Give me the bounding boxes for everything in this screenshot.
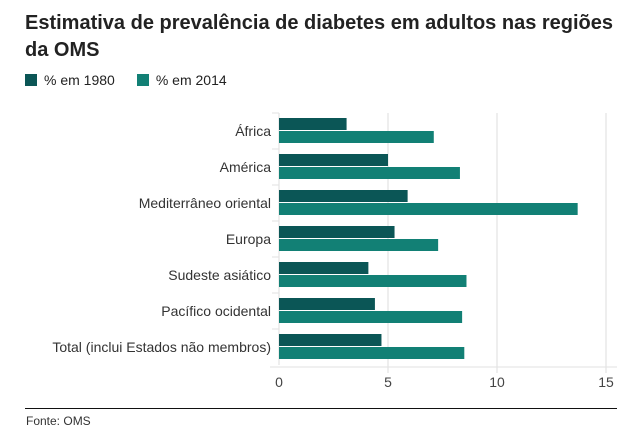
bar-1980 [279,298,375,310]
category-label: Pacífico ocidental [161,303,271,319]
bar-1980 [279,154,388,166]
category-label: Europa [226,231,271,247]
bar-1980 [279,118,347,130]
legend-item-2014: % em 2014 [136,72,227,88]
x-tick-label: 5 [384,374,392,390]
bar-1980 [279,334,382,346]
category-label: África [235,123,271,139]
legend-label-1980: % em 1980 [44,72,115,88]
bar-2014 [279,275,467,287]
x-tick-label: 10 [489,374,505,390]
category-label: América [220,159,272,175]
bar-1980 [279,262,369,274]
bar-2014 [279,131,434,143]
category-label: Sudeste asiático [168,267,271,283]
x-tick-label: 0 [275,374,283,390]
category-label: Total (inclui Estados não membros) [52,339,271,355]
bar-1980 [279,190,408,202]
bottom-rule [25,408,617,409]
bar-2014 [279,347,465,359]
bar-1980 [279,226,395,238]
category-label: Mediterrâneo oriental [139,195,271,211]
x-tick-label: 15 [598,374,614,390]
bar-2014 [279,239,439,251]
legend: % em 1980 % em 2014 [25,72,249,88]
chart-title: Estimativa de prevalência de diabetes em… [25,12,614,61]
legend-swatch-1980 [25,74,37,86]
bar-2014 [279,167,460,179]
legend-label-2014: % em 2014 [155,72,227,88]
source-note: Fonte: OMS [26,414,91,428]
legend-item-1980: % em 1980 [25,72,115,88]
legend-swatch-2014 [136,74,149,86]
bar-2014 [279,203,578,215]
bar-2014 [279,311,463,323]
